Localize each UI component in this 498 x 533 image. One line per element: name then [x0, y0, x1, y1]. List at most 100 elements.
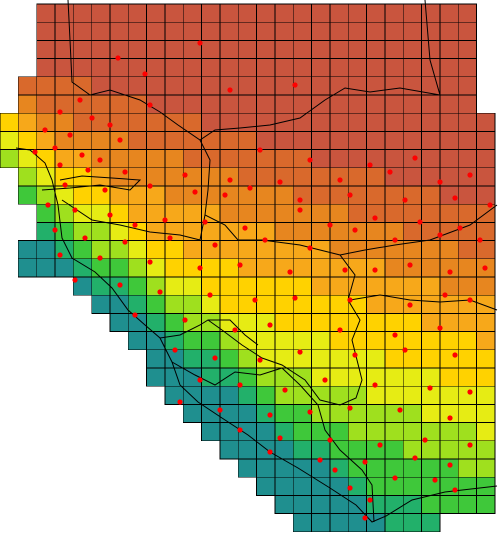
grid-cell: [274, 331, 294, 351]
grid-cell: [237, 240, 258, 260]
observation-point: [132, 222, 138, 228]
observation-point: [57, 162, 63, 168]
grid-cell: [201, 112, 221, 132]
grid-cell: [292, 367, 313, 387]
grid-cell: [421, 40, 441, 60]
grid-cell: [164, 294, 184, 314]
grid-cell: [127, 167, 148, 187]
grid-cell: [476, 312, 496, 332]
grid-cell: [36, 240, 56, 260]
grid-cell: [402, 422, 422, 442]
observation-point: [162, 217, 168, 223]
grid-cell: [329, 240, 349, 260]
grid-cell: [219, 3, 239, 23]
grid-cell: [311, 276, 331, 296]
grid-cell: [347, 112, 367, 132]
grid-cell: [164, 21, 184, 41]
grid-cell: [329, 58, 349, 78]
grid-cell: [274, 149, 294, 169]
grid-cell: [274, 476, 294, 496]
observation-point: [57, 252, 63, 258]
observation-point: [32, 149, 38, 155]
grid-cell: [402, 76, 422, 96]
grid-cell: [17, 240, 38, 260]
grid-cell: [91, 276, 111, 296]
grid-cell: [127, 130, 148, 150]
grid-cell: [201, 94, 221, 114]
grid-cell: [256, 240, 276, 260]
observation-point: [292, 82, 298, 88]
grid-cell: [329, 513, 349, 533]
grid-cell: [457, 403, 477, 423]
grid-cell: [237, 203, 258, 223]
grid-cell: [311, 3, 331, 23]
grid-cell: [439, 203, 459, 223]
grid-cell: [237, 221, 258, 241]
grid-cell: [384, 94, 404, 114]
grid-cell: [347, 385, 367, 405]
grid-cell: [127, 40, 148, 60]
observation-point: [85, 167, 91, 173]
grid-cell: [476, 349, 496, 369]
grid-cell: [91, 221, 111, 241]
observation-point: [107, 122, 113, 128]
grid-cell: [439, 458, 459, 478]
observation-point: [277, 435, 283, 441]
grid-cell: [366, 440, 386, 460]
grid-cell: [256, 40, 276, 60]
observation-point: [437, 232, 443, 238]
grid-cell: [329, 21, 349, 41]
grid-cell: [384, 167, 404, 187]
observation-point: [237, 427, 243, 433]
grid-cell: [457, 331, 477, 351]
observation-point: [79, 152, 85, 158]
grid-cell: [36, 58, 56, 78]
grid-cell: [439, 240, 459, 260]
grid-cell: [127, 149, 148, 169]
grid-cell: [347, 40, 367, 60]
grid-cell: [256, 476, 276, 496]
grid-cell: [402, 367, 422, 387]
observation-point: [297, 349, 303, 355]
grid-cell: [237, 58, 258, 78]
grid-cell: [256, 294, 276, 314]
grid-cell: [329, 40, 349, 60]
grid-cell: [219, 440, 239, 460]
grid-cell: [421, 367, 441, 387]
grid-cell: [421, 130, 441, 150]
grid-cell: [201, 294, 221, 314]
grid-cell: [439, 167, 459, 187]
grid-cell: [274, 312, 294, 332]
grid-cell: [329, 367, 349, 387]
observation-point: [147, 183, 153, 189]
observation-point: [467, 297, 473, 303]
border-interior-c: [159, 319, 259, 346]
grid-cell: [421, 167, 441, 187]
grid-cell: [457, 40, 477, 60]
grid-cell: [182, 3, 203, 23]
grid-cell: [256, 185, 276, 205]
grid-cell: [219, 240, 239, 260]
observation-point: [372, 267, 378, 273]
observation-point: [297, 207, 303, 213]
grid-cell: [384, 403, 404, 423]
grid-cell: [476, 367, 496, 387]
observation-point: [157, 289, 163, 295]
grid-cell: [292, 221, 313, 241]
grid-cell: [256, 130, 276, 150]
grid-cell: [366, 476, 386, 496]
observation-point: [392, 237, 398, 243]
grid-cell: [421, 221, 441, 241]
grid-cell: [421, 276, 441, 296]
grid-cell: [219, 294, 239, 314]
observation-point: [217, 407, 223, 413]
grid-cell: [182, 112, 203, 132]
grid-cell: [292, 3, 313, 23]
grid-cell: [219, 21, 239, 41]
grid-cell: [274, 276, 294, 296]
grid-cell: [421, 494, 441, 514]
observation-point: [147, 102, 153, 108]
grid-cell: [109, 185, 129, 205]
grid-cell: [256, 385, 276, 405]
grid-cell: [402, 221, 422, 241]
